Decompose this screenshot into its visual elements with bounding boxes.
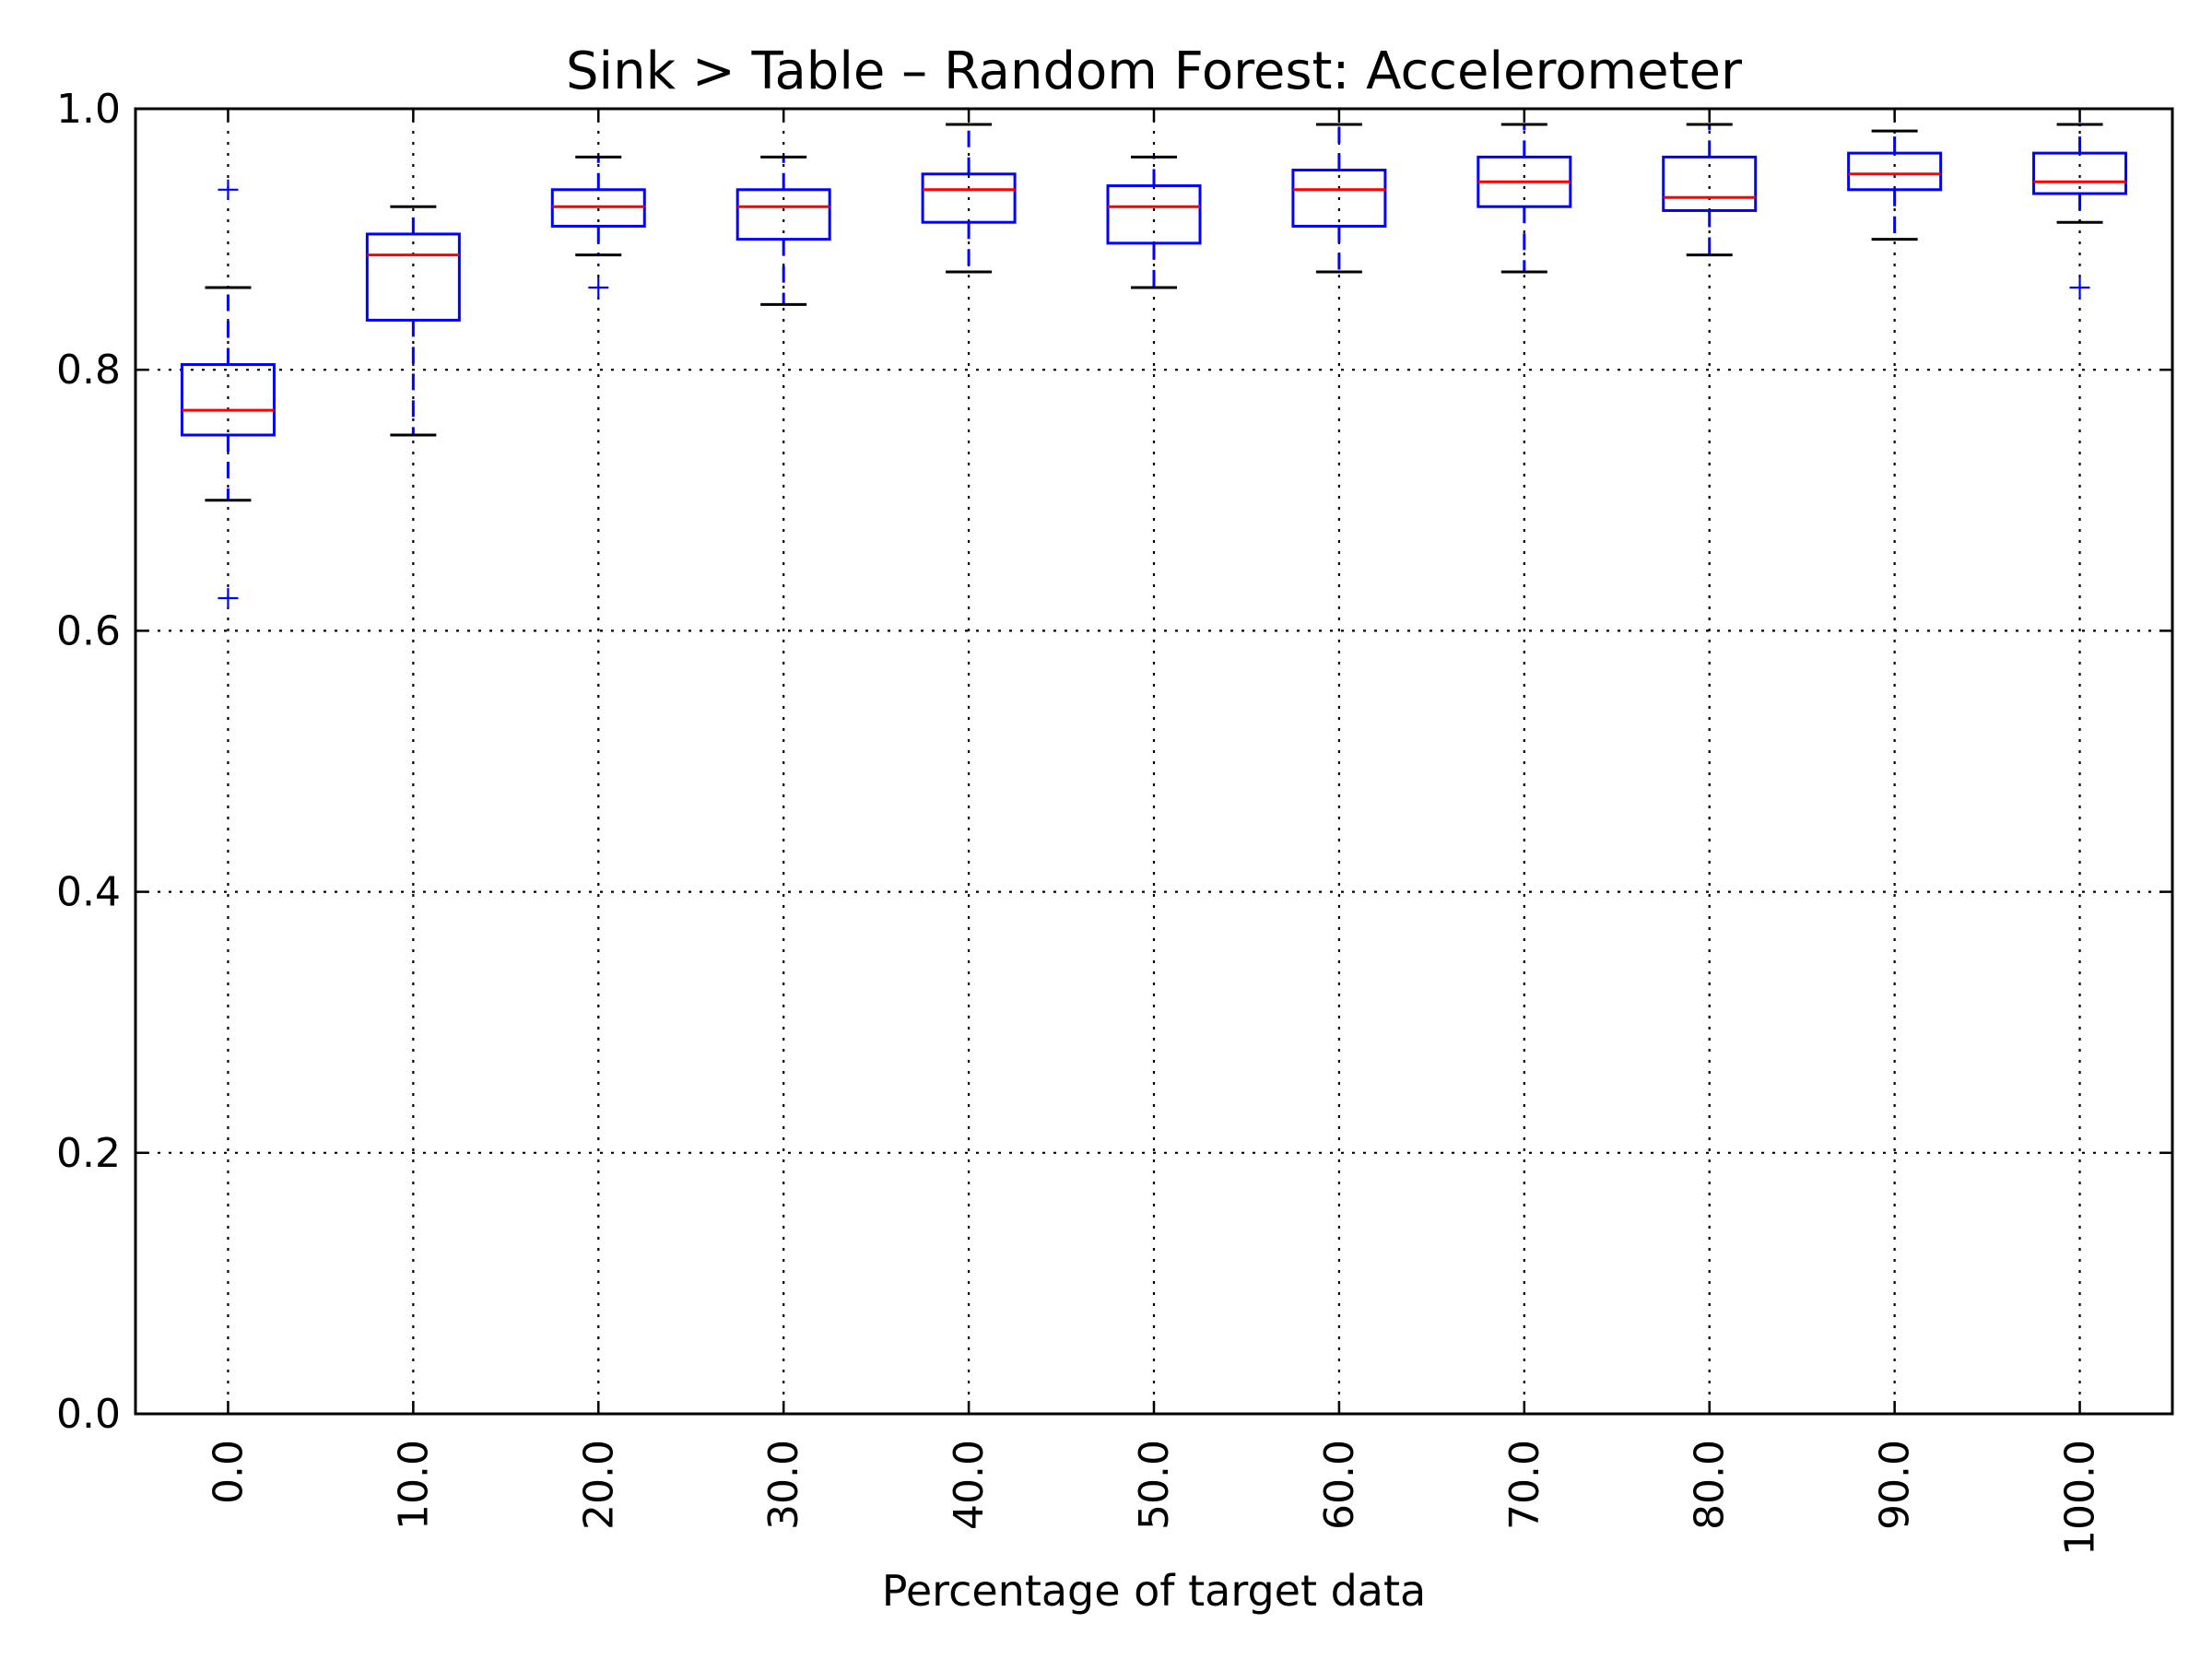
outlier-point — [588, 276, 609, 298]
iqr-box — [365, 232, 461, 322]
x-tick-label: 0.0 — [205, 1440, 252, 1504]
y-tick-label: 0.4 — [56, 869, 121, 916]
box-group — [1847, 129, 1943, 241]
box-group — [1106, 155, 1202, 289]
outlier-point — [2069, 276, 2090, 298]
box-group — [921, 123, 1017, 274]
iqr-box — [1106, 184, 1202, 245]
x-tick-label: 90.0 — [1872, 1440, 1919, 1530]
iqr-box — [2032, 151, 2128, 195]
y-tick-label: 0.2 — [56, 1130, 121, 1177]
iqr-box — [921, 172, 1017, 224]
box-group — [550, 155, 646, 298]
chart-title: Sink > Table – Random Forest: Accelerome… — [566, 41, 1743, 101]
outlier-point — [218, 179, 239, 200]
box-series — [180, 123, 2128, 608]
iqr-box — [1291, 169, 1387, 228]
axis-ticks — [135, 107, 2172, 1416]
iqr-box — [1662, 155, 1758, 212]
x-tick-label: 40.0 — [946, 1440, 993, 1530]
x-tick-label: 30.0 — [760, 1440, 807, 1530]
iqr-box — [1847, 151, 1943, 192]
x-tick-label: 70.0 — [1501, 1440, 1548, 1530]
box-group — [1477, 123, 1572, 274]
box-group — [2032, 123, 2128, 298]
x-axis-label: Percentage of target data — [882, 1566, 1426, 1616]
box-group — [735, 155, 831, 306]
x-tick-label: 50.0 — [1131, 1440, 1178, 1530]
y-axis-tick-labels: 0.0 0.2 0.4 0.6 0.8 1.0 — [56, 86, 121, 1438]
y-tick-label: 0.0 — [56, 1391, 121, 1438]
iqr-box — [180, 363, 276, 437]
iqr-box — [735, 188, 831, 241]
y-tick-label: 0.8 — [56, 347, 121, 394]
x-tick-label: 10.0 — [390, 1440, 437, 1530]
x-axis-tick-labels: 0.0 10.0 20.0 30.0 40.0 50.0 60.0 70.0 80.0 90.0 1… — [205, 1440, 2103, 1556]
box-group — [180, 179, 276, 608]
y-tick-label: 1.0 — [56, 86, 121, 133]
x-tick-label: 60.0 — [1316, 1440, 1363, 1530]
x-tick-label: 20.0 — [575, 1440, 622, 1530]
box-group — [1291, 123, 1387, 274]
x-tick-label: 80.0 — [1687, 1440, 1734, 1530]
x-tick-label: 100.0 — [2057, 1440, 2104, 1556]
grid-lines — [135, 109, 2172, 1414]
y-tick-label: 0.6 — [56, 607, 121, 654]
box-group — [365, 205, 461, 437]
outlier-point — [218, 588, 239, 608]
box-group — [1662, 123, 1758, 257]
